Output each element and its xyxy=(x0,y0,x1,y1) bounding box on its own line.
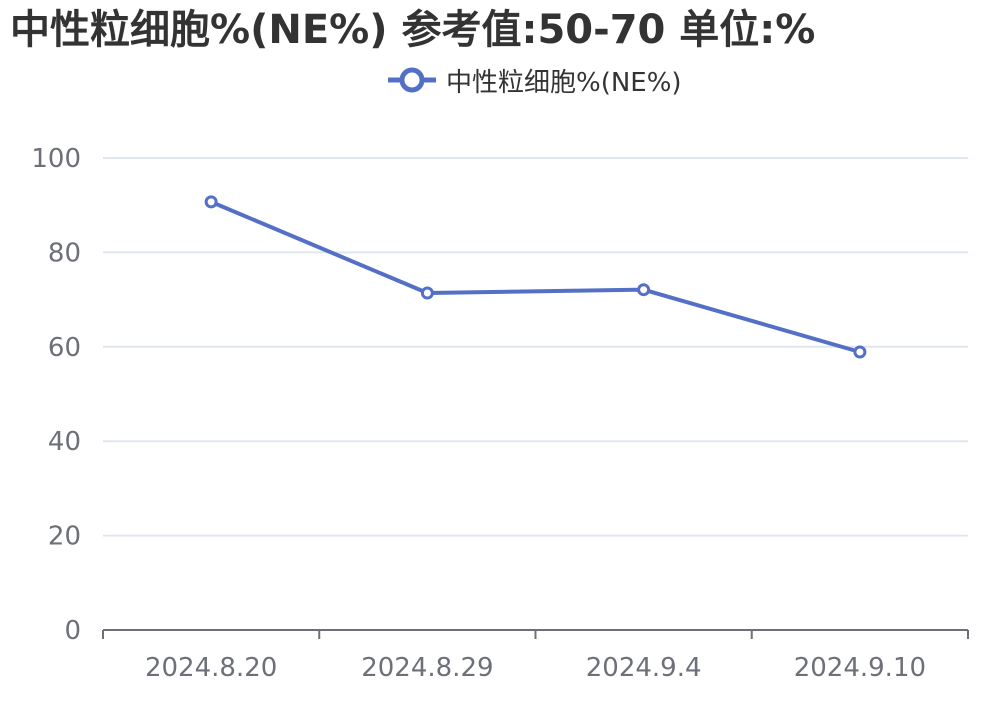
chart-title: 中性粒细胞%(NE%) 参考值:50-70 单位:% xyxy=(10,7,816,53)
y-tick-label: 80 xyxy=(48,238,81,268)
series xyxy=(204,195,867,359)
y-tick-label: 40 xyxy=(48,427,81,457)
grid-lines xyxy=(103,157,968,537)
data-point[interactable] xyxy=(637,283,651,297)
data-point[interactable] xyxy=(204,195,218,209)
y-tick-label: 100 xyxy=(31,144,81,174)
x-tick-label: 2024.9.10 xyxy=(794,653,926,683)
y-axis-labels: 0 20 40 60 80 100 xyxy=(31,144,81,646)
x-axis xyxy=(102,629,969,639)
data-point[interactable] xyxy=(420,286,434,300)
x-tick-label: 2024.8.29 xyxy=(361,653,493,683)
data-point[interactable] xyxy=(853,345,867,359)
y-tick-label: 0 xyxy=(64,616,81,646)
y-tick-label: 20 xyxy=(48,522,81,552)
x-tick-label: 2024.9.4 xyxy=(586,653,702,683)
x-axis-labels: 2024.8.20 2024.8.29 2024.9.4 2024.9.10 xyxy=(145,653,926,683)
legend-label: 中性粒细胞%(NE%) xyxy=(446,67,682,98)
y-tick-label: 60 xyxy=(48,333,81,363)
legend-line-marker-icon xyxy=(388,67,436,93)
x-tick-label: 2024.8.20 xyxy=(145,653,277,683)
legend[interactable]: 中性粒细胞%(NE%) xyxy=(386,62,682,98)
series-line xyxy=(210,200,861,354)
